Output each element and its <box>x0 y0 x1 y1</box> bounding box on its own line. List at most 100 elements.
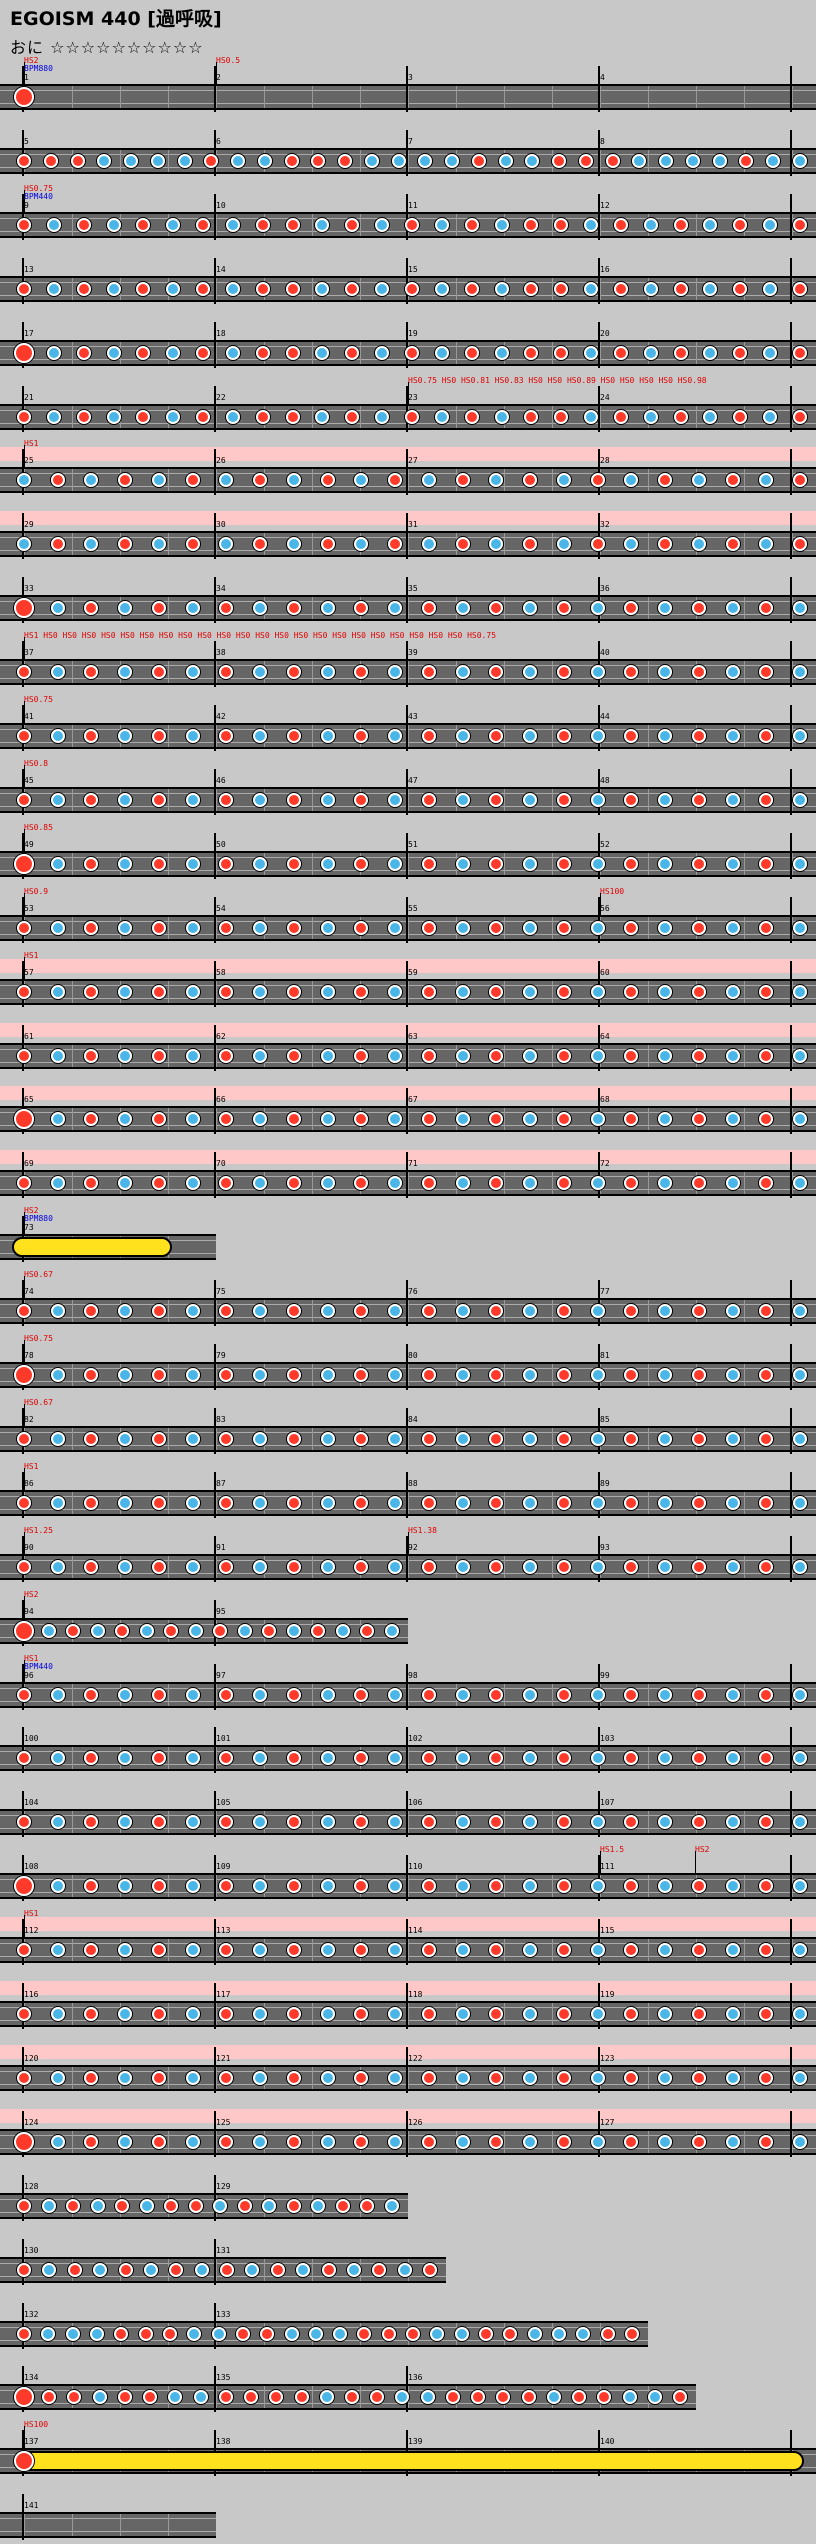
measure-number: 62 <box>216 1031 226 1041</box>
ka-note <box>89 2326 104 2341</box>
bar-line <box>598 577 600 624</box>
don-note <box>556 1304 571 1319</box>
ka-note <box>118 2070 133 2085</box>
measure-number: 9 <box>24 200 29 210</box>
bar-line <box>598 1983 600 2029</box>
beat-line <box>648 1491 649 1514</box>
ka-note <box>375 345 390 360</box>
ka-note <box>118 920 133 935</box>
beat-line <box>312 597 313 620</box>
ka-note <box>253 1559 268 1574</box>
ka-note <box>455 1431 470 1446</box>
beat-line <box>744 852 745 875</box>
beat-line <box>72 916 73 939</box>
don-note <box>185 537 200 552</box>
note-lane <box>0 1425 816 1452</box>
beat-line <box>792 1300 793 1323</box>
don-note <box>556 856 571 871</box>
chart-row: 104 105 106 107 <box>0 1777 816 1841</box>
ka-note <box>315 409 330 424</box>
measure-number: 94 <box>24 1606 34 1616</box>
chart-row: 137 138 139 140 HS100 <box>0 2416 816 2480</box>
bar-line <box>790 1344 792 1390</box>
measure-number: 53 <box>24 903 34 913</box>
bar-line <box>406 513 408 560</box>
beat-line <box>312 1875 313 1898</box>
chart-row: 134 135 136 <box>0 2352 816 2416</box>
don-note <box>84 2134 99 2149</box>
beat-line <box>216 1875 217 1898</box>
don-note <box>235 2326 250 2341</box>
ka-note <box>185 1112 200 1127</box>
bar-line <box>790 896 792 943</box>
don-note <box>624 920 639 935</box>
speed-label: HS0.8 <box>24 758 49 768</box>
don-note <box>556 1431 571 1446</box>
don-note <box>421 1879 436 1894</box>
ka-note <box>725 984 740 999</box>
ka-note <box>523 1559 538 1574</box>
don-note <box>84 2007 99 2021</box>
don-note <box>84 2070 99 2085</box>
ka-note <box>253 984 268 999</box>
chart-row: 74 75 76 77 HS0.67 <box>0 1266 816 1330</box>
ka-note <box>185 1368 200 1382</box>
measure-number: 40 <box>600 648 610 658</box>
speed-label: BPM440 <box>24 1661 53 1671</box>
don-note <box>624 984 639 999</box>
ka-note <box>703 281 718 296</box>
difficulty-label: おに <box>10 38 45 57</box>
don-note <box>151 1176 166 1191</box>
beat-line <box>216 405 217 428</box>
don-note <box>345 345 360 360</box>
beat-line <box>648 1875 649 1898</box>
beat-line <box>408 1300 409 1323</box>
beat-line <box>72 533 73 556</box>
beat-line <box>408 2066 409 2089</box>
ka-note <box>50 856 65 871</box>
beat-line <box>312 341 313 364</box>
measure-number: 15 <box>408 264 418 274</box>
label-tick <box>24 764 25 789</box>
ka-note <box>658 1751 673 1766</box>
measure-number: 41 <box>24 712 34 721</box>
don-note <box>84 920 99 935</box>
don-note <box>50 537 65 552</box>
don-note <box>320 537 335 552</box>
measure-number: 137 <box>24 2437 39 2447</box>
don-note <box>286 792 301 807</box>
ka-note <box>647 2390 662 2405</box>
speed-label: BPM880 <box>24 1214 53 1224</box>
beat-line <box>72 2514 73 2537</box>
beat-line <box>312 1811 313 1834</box>
don-note <box>17 984 31 999</box>
ka-note <box>388 1431 403 1446</box>
beat-line <box>216 213 217 236</box>
don-note <box>354 1495 369 1510</box>
don-note <box>17 2326 31 2341</box>
bar-line <box>790 385 792 432</box>
ka-note <box>253 1879 268 1894</box>
ka-note <box>118 792 133 807</box>
don-note <box>219 665 234 680</box>
ka-note <box>46 409 61 424</box>
ka-note <box>691 537 706 552</box>
beat-line <box>648 2003 649 2025</box>
measure-number: 130 <box>24 2245 39 2255</box>
ka-note <box>50 792 65 807</box>
ka-note <box>320 920 335 935</box>
chart-row: 78 79 80 81 HS0.75 <box>0 1330 816 1394</box>
ka-note <box>388 1048 403 1063</box>
beat-line <box>72 1300 73 1323</box>
measure-number: 139 <box>408 2437 423 2447</box>
beat-line <box>72 1491 73 1514</box>
don-note <box>76 217 91 232</box>
measure-number: 17 <box>24 328 34 338</box>
don-note <box>372 2262 387 2277</box>
ka-note <box>213 2198 228 2213</box>
don-note <box>360 2198 375 2213</box>
beat-line <box>648 1747 649 1770</box>
ka-note <box>455 1879 470 1894</box>
bar-line <box>790 641 792 688</box>
bar-line <box>22 129 24 176</box>
